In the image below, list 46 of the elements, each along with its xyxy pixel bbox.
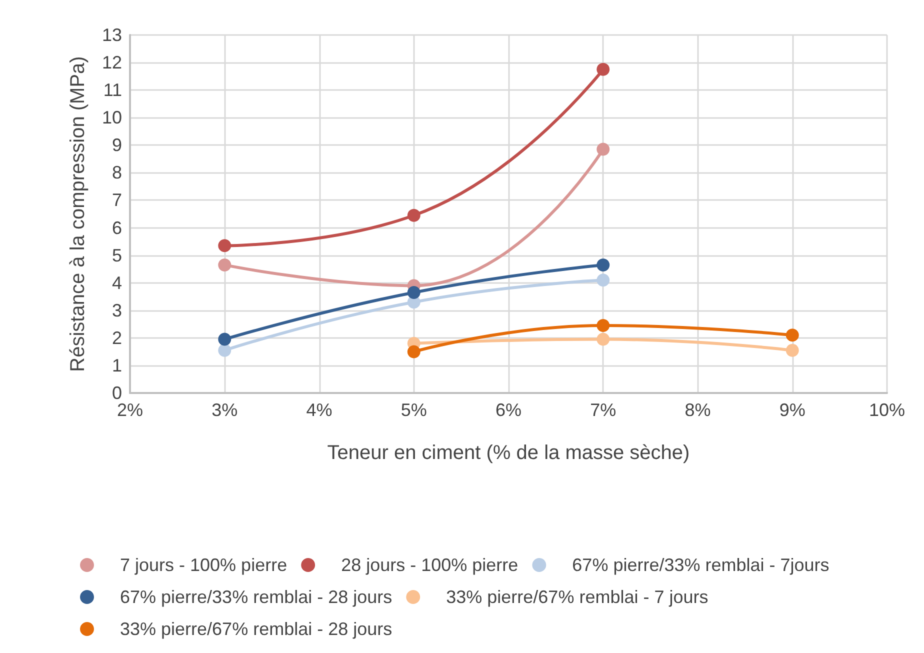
x-tick-label: 4% — [306, 400, 332, 420]
point — [596, 258, 610, 272]
legend-label: 33% pierre/67% remblai - 28 jours — [120, 619, 392, 639]
x-tick-label: 2% — [116, 400, 144, 420]
x-tick-label: 8% — [684, 400, 711, 420]
x-tick-label: 10% — [868, 400, 906, 420]
y-tick-label: 13 — [102, 25, 122, 45]
y-tick-label: 7 — [112, 190, 122, 210]
point — [786, 344, 799, 357]
x-tick-label: 5% — [400, 400, 427, 420]
x-tick-label: 6% — [495, 400, 522, 420]
legend-label: 67% pierre/33% remblai - 28 jours — [120, 587, 392, 607]
y-tick-label: 6 — [112, 218, 122, 238]
point — [407, 286, 420, 299]
y-tick-label: 5 — [112, 245, 122, 266]
point — [786, 328, 799, 342]
point — [596, 62, 610, 76]
point — [218, 344, 232, 357]
point — [596, 142, 610, 156]
point — [407, 208, 420, 222]
y-axis-title: Résistance à la compression (MPa) — [67, 56, 89, 372]
point — [218, 239, 232, 252]
y-tick-label: 0 — [112, 383, 122, 403]
y-tick-label: 8 — [112, 162, 122, 183]
point — [596, 332, 610, 346]
legend-label: 67% pierre/33% remblai - 7jours — [572, 555, 830, 575]
y-tick-label: 10 — [102, 108, 122, 128]
point — [218, 332, 232, 346]
y-tick-label: 9 — [112, 135, 122, 156]
point — [596, 274, 610, 287]
y-tick-label: 12 — [102, 52, 122, 73]
x-tick-label: 3% — [212, 400, 238, 420]
x-tick-label: 9% — [779, 400, 806, 420]
y-tick-label: 2 — [112, 328, 122, 348]
y-tick-label: 11 — [103, 80, 122, 100]
point — [407, 345, 420, 358]
x-tick-label: 7% — [590, 400, 616, 420]
y-tick-label: 4 — [112, 272, 122, 293]
point — [596, 319, 610, 332]
legend-label: 28 jours - 100% pierre — [341, 555, 518, 575]
y-tick-label: 3 — [112, 300, 122, 320]
y-tick-label: 1 — [112, 355, 122, 376]
legend-label: 7 jours - 100% pierre — [120, 555, 288, 575]
x-axis-title: Teneur en ciment (% de la masse sèche) — [327, 442, 690, 464]
point — [218, 258, 232, 272]
legend-label: 33% pierre/67% remblai - 7 jours — [446, 587, 708, 607]
